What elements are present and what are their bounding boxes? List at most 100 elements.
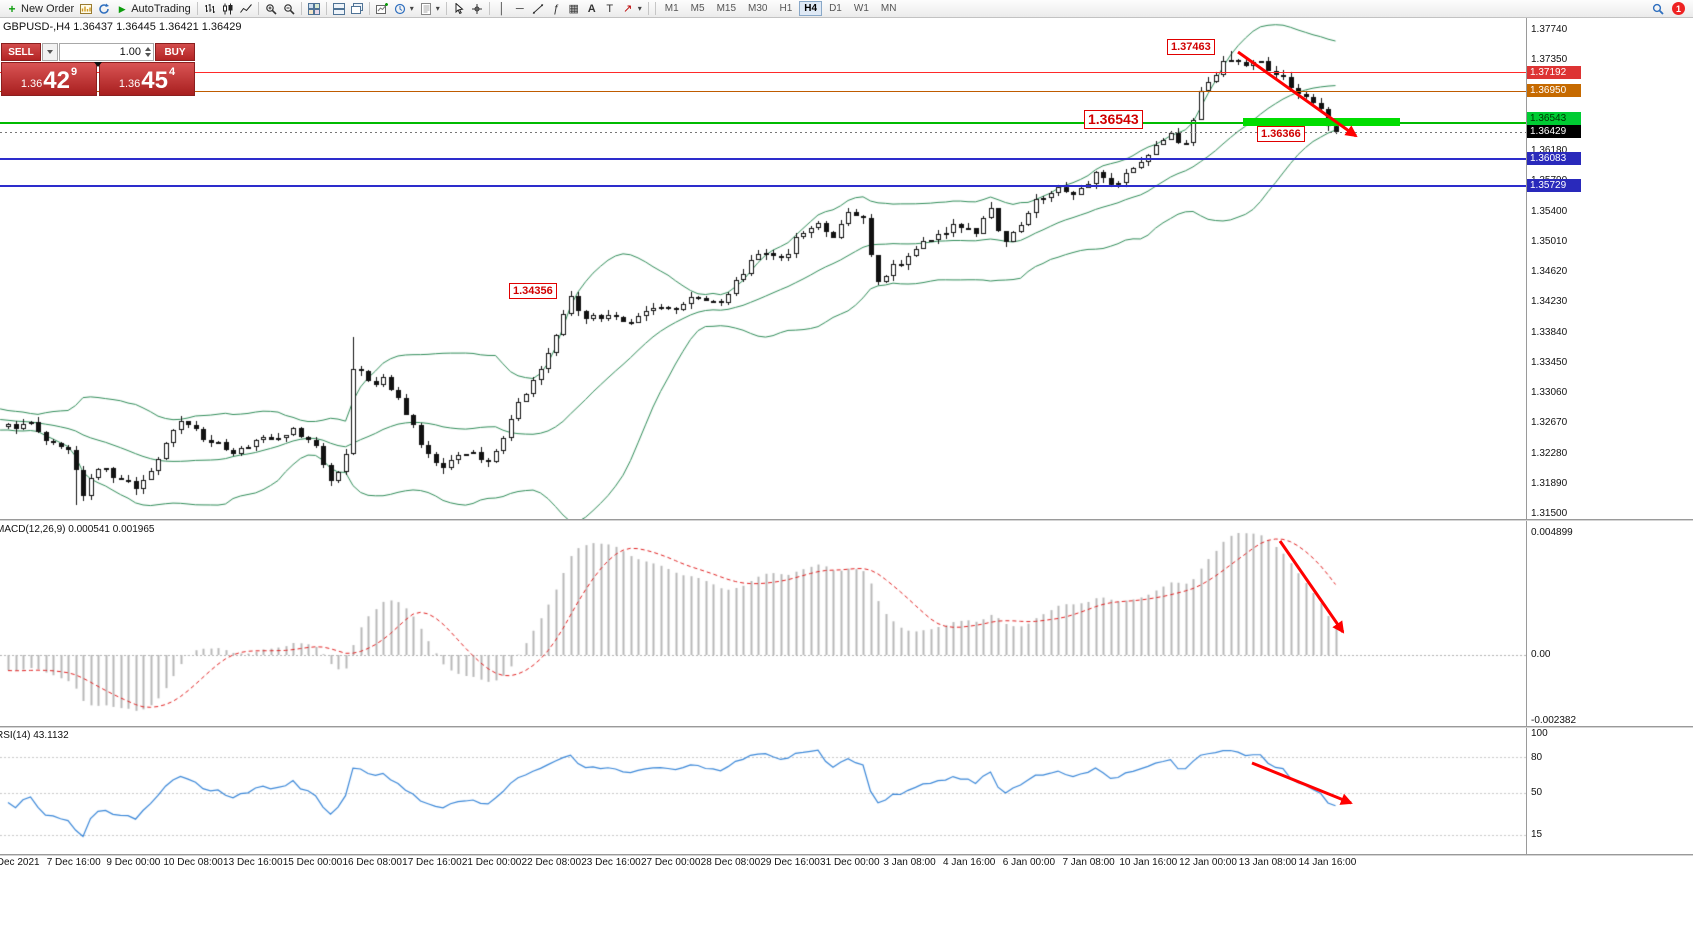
new-chart-icon[interactable] <box>373 1 391 17</box>
toolbar-separator <box>325 2 327 15</box>
trendline-icon[interactable] <box>529 1 547 17</box>
timeframe-h4[interactable]: H4 <box>799 1 823 16</box>
main-chart-canvas[interactable] <box>0 18 1526 519</box>
timeframe-m5[interactable]: M5 <box>686 1 710 16</box>
arrange-windows-icon[interactable] <box>330 1 348 17</box>
volume-spinner[interactable] <box>145 47 151 57</box>
vertical-line-icon[interactable]: │ <box>493 1 511 17</box>
price-callout[interactable]: 1.36366 <box>1257 126 1305 142</box>
macd-canvas[interactable] <box>0 521 1526 726</box>
level-line-1.37192[interactable] <box>0 72 1526 73</box>
rsi-tick: 80 <box>1531 752 1543 763</box>
text-label-icon[interactable]: T <box>601 1 619 17</box>
time-tick: 6 Jan 00:00 <box>1002 857 1056 868</box>
search-icon[interactable] <box>1649 1 1667 17</box>
toolbar-separator <box>647 2 649 15</box>
support-zone-rectangle[interactable] <box>1243 118 1400 126</box>
cursor-icon[interactable] <box>450 1 468 17</box>
chevron-down-icon: ▾ <box>435 4 440 13</box>
price-callout[interactable]: 1.37463 <box>1167 39 1215 55</box>
timeframe-m1[interactable]: M1 <box>660 1 684 16</box>
price-tick: 1.37350 <box>1531 54 1568 66</box>
time-tick: 12 Jan 00:00 <box>1179 857 1237 868</box>
price-callout[interactable]: 1.34356 <box>509 283 557 299</box>
sell-button[interactable]: SELL <box>1 43 41 61</box>
refresh-icon[interactable] <box>95 1 113 17</box>
one-click-trading-panel: SELL 1.00 BUY 1.36 42 9 1.36 45 4 <box>1 43 195 96</box>
notification-badge[interactable]: 1 <box>1672 2 1685 15</box>
arrows-icon[interactable]: ↗ ▾ <box>619 1 645 17</box>
level-line-1.36083[interactable] <box>0 158 1526 160</box>
timeframe-m30[interactable]: M30 <box>743 1 772 16</box>
fibonacci-icon[interactable]: ƒ <box>547 1 565 17</box>
timeframe-d1[interactable]: D1 <box>824 1 847 16</box>
macd-tick: 0.00 <box>1531 649 1551 660</box>
text-icon[interactable]: A <box>583 1 601 17</box>
chevron-down-icon <box>47 50 53 54</box>
price-badge-1.35729: 1.35729 <box>1527 179 1581 192</box>
time-tick: 13 Dec 16:00 <box>223 857 283 868</box>
templates-icon[interactable]: ▾ <box>417 1 443 17</box>
bar-chart-icon[interactable] <box>201 1 219 17</box>
timeframe-h1[interactable]: H1 <box>774 1 797 16</box>
new-order-button[interactable]: + New Order <box>3 1 77 17</box>
grid-icon[interactable]: ▦ <box>565 1 583 17</box>
z​oom-in-icon[interactable] <box>262 1 280 17</box>
time-tick: 23 Dec 16:00 <box>581 857 641 868</box>
macd-tick: -0.002382 <box>1531 715 1577 726</box>
timeframe-mn[interactable]: MN <box>876 1 902 16</box>
autotrading-button[interactable]: ▶ AutoTrading <box>113 1 194 17</box>
timeframe-w1[interactable]: W1 <box>849 1 874 16</box>
price-tick: 1.31500 <box>1531 507 1568 519</box>
price-tick: 1.33840 <box>1531 326 1568 338</box>
time-tick: 2 Dec 2021 <box>0 857 40 868</box>
rsi-pane-separator[interactable] <box>0 726 1693 728</box>
price-callout[interactable]: 1.36543 <box>1084 110 1143 129</box>
tile-windows-icon[interactable] <box>305 1 323 17</box>
price-tick: 1.35010 <box>1531 235 1568 247</box>
rsi-tick: 50 <box>1531 787 1543 798</box>
spread-caret-icon <box>94 62 102 67</box>
level-line-1.35729[interactable] <box>0 185 1526 187</box>
cascade-windows-icon[interactable] <box>348 1 366 17</box>
line-chart-icon[interactable] <box>237 1 255 17</box>
chevron-down-icon: ▾ <box>409 4 414 13</box>
time-tick: 10 Jan 16:00 <box>1119 857 1178 868</box>
buy-button[interactable]: BUY <box>155 43 195 61</box>
price-axis-separator <box>1526 18 1527 856</box>
level-line-1.36543[interactable] <box>0 122 1526 124</box>
market-watch-icon[interactable] <box>77 1 95 17</box>
rsi-label: RSI(14) 43.1132 <box>0 730 69 741</box>
toolbar-separator <box>300 2 302 15</box>
buy-price-pips: 45 <box>141 67 168 94</box>
timeframe-m15[interactable]: M15 <box>712 1 741 16</box>
volume-dropdown-button[interactable] <box>42 43 58 61</box>
zoom-out-icon[interactable] <box>280 1 298 17</box>
buy-price-button[interactable]: 1.36 45 4 <box>99 62 195 96</box>
price-badge-1.36083: 1.36083 <box>1527 152 1581 165</box>
horizontal-line-icon[interactable]: ─ <box>511 1 529 17</box>
chart-cycle-icon[interactable]: ▾ <box>391 1 417 17</box>
time-tick: 22 Dec 08:00 <box>521 857 582 868</box>
price-tick: 1.33450 <box>1531 356 1568 368</box>
current-price-line <box>0 132 1526 133</box>
time-tick: 21 Dec 00:00 <box>461 857 522 868</box>
chart-ohlc-header: GBPUSD-,H4 1.36437 1.36445 1.36421 1.364… <box>3 21 242 33</box>
time-tick: 16 Dec 08:00 <box>342 857 402 868</box>
crosshair-icon[interactable] <box>468 1 486 17</box>
toolbar-separator <box>445 2 447 15</box>
level-line-1.36950[interactable] <box>0 91 1526 92</box>
macd-pane-separator[interactable] <box>0 519 1693 521</box>
chevron-down-icon: ▾ <box>637 4 642 13</box>
volume-value: 1.00 <box>119 46 141 58</box>
price-badge-1.36950: 1.36950 <box>1527 84 1581 97</box>
rsi-canvas[interactable] <box>0 728 1526 854</box>
time-axis-separator <box>0 854 1693 856</box>
time-tick: 27 Dec 00:00 <box>640 857 701 868</box>
sell-price-button[interactable]: 1.36 42 9 <box>1 62 97 96</box>
time-tick: 17 Dec 16:00 <box>402 857 462 868</box>
candlestick-chart-icon[interactable] <box>219 1 237 17</box>
volume-field[interactable]: 1.00 <box>59 43 154 61</box>
buy-price-base: 1.36 <box>118 78 141 90</box>
